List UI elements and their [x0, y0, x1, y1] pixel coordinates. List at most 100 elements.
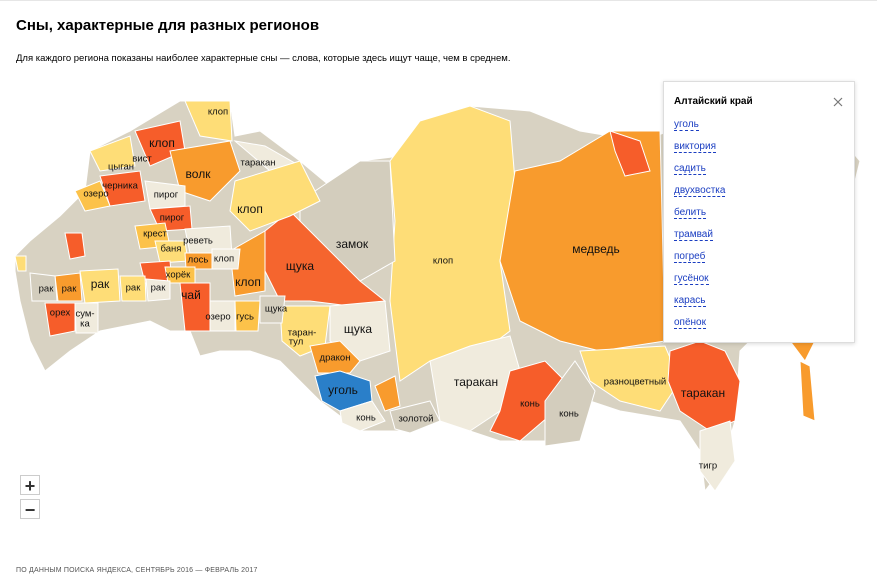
region: [209, 300, 236, 332]
region: [259, 295, 286, 324]
region: [544, 360, 596, 447]
region-label[interactable]: рак: [151, 283, 167, 294]
region-label[interactable]: конь: [520, 399, 540, 410]
region-label[interactable]: озеро: [205, 312, 230, 323]
zoom-out[interactable]: −: [20, 499, 40, 520]
region-label[interactable]: тул: [289, 337, 304, 348]
region-label[interactable]: гусь: [236, 312, 254, 323]
region-label[interactable]: уголь: [328, 383, 358, 397]
popup-link[interactable]: трамвай: [674, 229, 713, 241]
region: [389, 400, 441, 434]
region-label[interactable]: щука: [344, 322, 373, 336]
region-label[interactable]: медведь: [572, 242, 620, 256]
region-label[interactable]: цыган: [108, 162, 134, 173]
region-label[interactable]: клоп: [237, 202, 263, 216]
regions: [14, 100, 861, 493]
region: [579, 345, 681, 412]
region-label[interactable]: реветь: [183, 236, 213, 247]
region: [229, 230, 266, 297]
region-label[interactable]: орех: [50, 308, 71, 319]
region-label[interactable]: рак: [39, 284, 55, 295]
region-label[interactable]: клоп: [433, 256, 453, 267]
region-label[interactable]: клоп: [208, 107, 228, 118]
region: [374, 375, 401, 412]
region: [99, 170, 146, 207]
region: [74, 180, 111, 212]
subtitle: Для каждого региона показаны наиболее ха…: [16, 53, 511, 64]
popup-link[interactable]: карась: [674, 295, 706, 307]
popup-link[interactable]: виктория: [674, 141, 716, 153]
region: [29, 272, 58, 302]
region: [119, 275, 147, 302]
region: [74, 302, 99, 334]
region-label[interactable]: волк: [186, 167, 212, 181]
region-label[interactable]: рак: [62, 284, 78, 295]
popup-link[interactable]: белить: [674, 207, 707, 219]
region-label[interactable]: озеро: [83, 189, 108, 200]
region-label[interactable]: конь: [356, 413, 376, 424]
region: [169, 140, 241, 202]
popup-link[interactable]: двухвостка: [674, 185, 726, 197]
title: Сны, характерные для разных регионов: [16, 17, 320, 34]
region-label[interactable]: золотой: [399, 414, 434, 425]
region-label[interactable]: сум-: [75, 309, 94, 320]
region-label[interactable]: чай: [181, 288, 201, 302]
region: [184, 100, 233, 142]
region-label[interactable]: замок: [336, 237, 369, 251]
region-label[interactable]: таракан: [454, 375, 498, 389]
region-label[interactable]: разноцветный: [604, 377, 666, 388]
region-label[interactable]: таракан: [681, 386, 725, 400]
popup-link[interactable]: уголь: [674, 119, 699, 131]
region: [211, 248, 241, 270]
region-label[interactable]: щука: [265, 304, 288, 315]
region-label[interactable]: хорёк: [166, 270, 191, 281]
region-label[interactable]: клоп: [214, 254, 234, 265]
region-label[interactable]: тигр: [699, 461, 717, 472]
region: [14, 255, 27, 272]
popup-link[interactable]: гусёнок: [674, 273, 709, 285]
region-label[interactable]: ка: [80, 319, 90, 330]
region-label[interactable]: дракон: [320, 353, 351, 364]
region: [609, 130, 651, 177]
region: [699, 420, 736, 492]
region-label[interactable]: лось: [188, 255, 209, 266]
region-label[interactable]: пирог: [160, 213, 185, 224]
region-label[interactable]: черника: [102, 181, 138, 192]
labels: клопклопвистцыганволктараканчерникаозеро…: [39, 107, 725, 472]
region-label[interactable]: рак: [126, 283, 142, 294]
popup-link[interactable]: опёнок: [674, 317, 706, 329]
region: [499, 130, 666, 352]
region-label[interactable]: щука: [286, 259, 315, 273]
region: [489, 360, 566, 442]
region: [389, 105, 516, 382]
region: [234, 300, 261, 332]
footer: ПО ДАННЫМ ПОИСКА ЯНДЕКСА, СЕНТЯБРЬ 2016 …: [16, 567, 258, 574]
close-button[interactable]: [833, 97, 843, 107]
region: [145, 278, 171, 302]
popup-link[interactable]: погреб: [674, 251, 706, 263]
region: [89, 135, 136, 172]
region: [64, 232, 86, 260]
region-label[interactable]: пирог: [154, 190, 179, 201]
region: [799, 360, 816, 422]
region-label[interactable]: таракан: [241, 158, 276, 169]
region: [54, 272, 83, 302]
region: [667, 340, 741, 432]
region-label[interactable]: таран-: [288, 328, 317, 339]
region-label[interactable]: конь: [559, 409, 579, 420]
region-label[interactable]: баня: [161, 244, 182, 255]
region: [44, 302, 76, 337]
region-label[interactable]: рак: [91, 277, 110, 291]
zoom-in[interactable]: +: [20, 475, 40, 496]
region: [229, 160, 321, 232]
popup-link[interactable]: садить: [674, 163, 706, 175]
region-label[interactable]: клоп: [235, 275, 261, 289]
region-label[interactable]: вист: [132, 154, 152, 165]
region: [309, 340, 361, 374]
region-label[interactable]: крест: [143, 229, 167, 240]
region-popup: Алтайский край уголь виктория садить двухво…: [663, 81, 855, 343]
region-label[interactable]: клоп: [149, 136, 175, 150]
region: [339, 400, 386, 432]
